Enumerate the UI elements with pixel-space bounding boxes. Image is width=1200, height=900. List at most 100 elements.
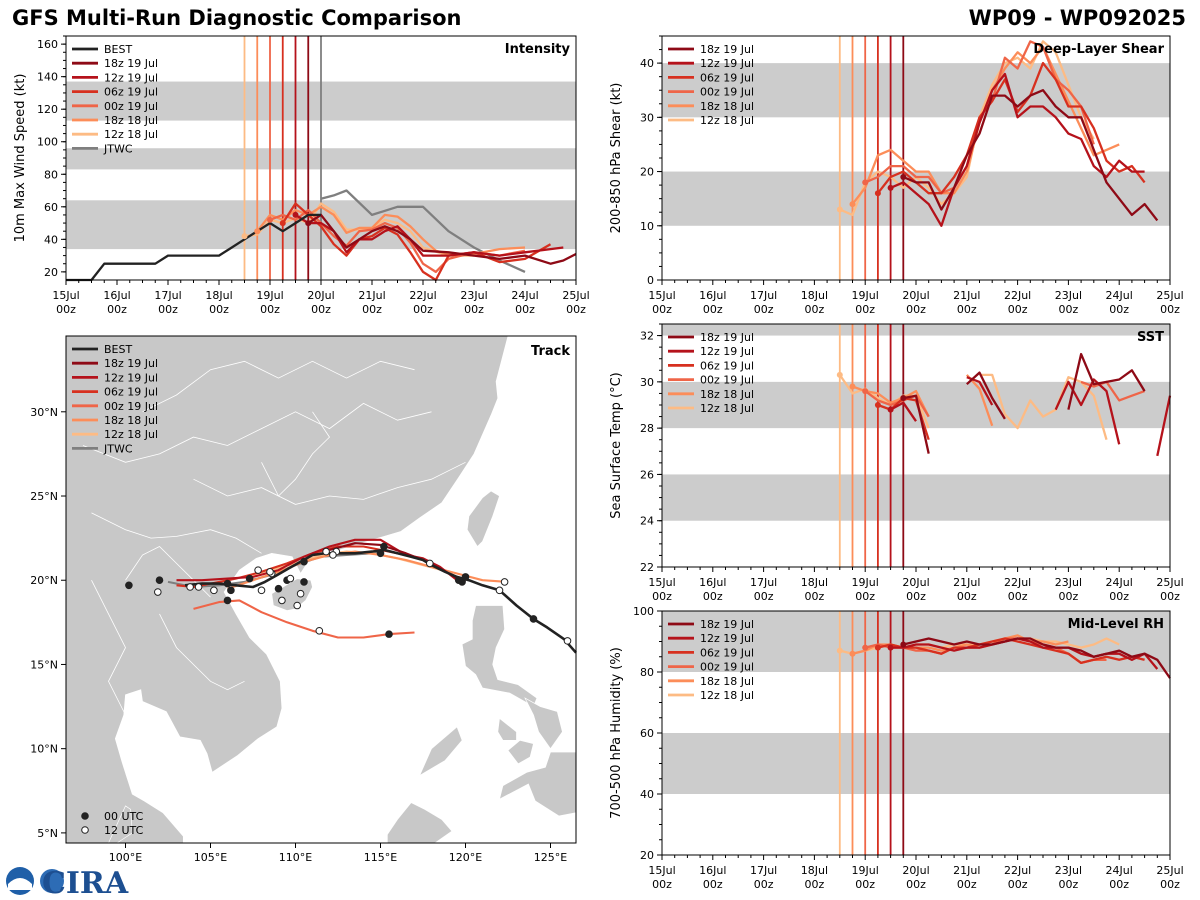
panel-title: Track xyxy=(531,344,570,359)
series-line xyxy=(979,373,1108,441)
legend-label: JTWC xyxy=(103,142,133,155)
x-tick-label-date: 17Jul xyxy=(750,864,777,877)
x-tick-label-date: 16Jul xyxy=(103,289,130,302)
x-tick-label-hour: 00z xyxy=(652,878,672,891)
cira-wordmark: CIRA xyxy=(42,866,129,900)
province-border xyxy=(193,461,466,505)
legend-label: 18z 18 Jul xyxy=(700,388,754,401)
track-point-00utc xyxy=(274,584,283,593)
legend-label: 06z 19 Jul xyxy=(104,386,158,399)
province-border xyxy=(142,360,415,413)
panel-title: Deep-Layer Shear xyxy=(1033,42,1164,57)
series-start-point xyxy=(849,650,856,657)
x-tick-label: 110°E xyxy=(279,851,312,864)
series-start-point xyxy=(874,190,881,197)
series-line xyxy=(256,205,526,256)
x-tick-label-hour: 00z xyxy=(1109,590,1129,603)
x-tick-label-hour: 00z xyxy=(1059,303,1079,316)
series-start-point xyxy=(849,383,856,390)
x-tick-label-hour: 00z xyxy=(805,878,825,891)
track-point-12utc xyxy=(286,574,295,583)
track-point-00utc xyxy=(300,578,308,586)
x-tick-label-date: 20Jul xyxy=(307,289,334,302)
series-line xyxy=(1054,378,1121,445)
legend-label: 06z 19 Jul xyxy=(700,359,754,372)
y-tick-label: 20 xyxy=(640,849,654,862)
x-tick-label-date: 22Jul xyxy=(409,289,436,302)
x-tick-label-date: 23Jul xyxy=(1055,289,1082,302)
axes-frame xyxy=(65,335,577,844)
series-start-point xyxy=(887,184,894,191)
track-point-12utc xyxy=(210,586,218,595)
x-tick-label-hour: 00z xyxy=(652,590,672,603)
x-tick-label-hour: 00z xyxy=(754,590,774,603)
x-tick-label-date: 23Jul xyxy=(1055,576,1082,589)
legend-label: 18z 19 Jul xyxy=(700,618,754,631)
x-tick-label: 125°E xyxy=(534,851,567,864)
x-tick-label-hour: 00z xyxy=(957,878,977,891)
legend-label: 12z 18 Jul xyxy=(700,689,754,702)
x-tick-label-date: 18Jul xyxy=(801,864,828,877)
legend-marker-00utc xyxy=(81,812,89,820)
threshold-band xyxy=(662,63,1170,118)
series-line xyxy=(966,371,1006,420)
x-tick-label-hour: 00z xyxy=(1059,590,1079,603)
x-tick-label-hour: 00z xyxy=(855,303,875,316)
y-tick-label: 25°N xyxy=(30,490,58,503)
x-tick-label-date: 25Jul xyxy=(562,289,589,302)
legend-label: 18z 18 Jul xyxy=(700,675,754,688)
x-tick-label-hour: 00z xyxy=(1160,878,1180,891)
track-point-00utc xyxy=(227,586,235,595)
land-mass xyxy=(524,697,563,750)
y-tick-label: 120 xyxy=(37,103,58,116)
land-mass xyxy=(65,335,509,844)
series-line xyxy=(307,213,577,265)
shear-panel: 01020304015Jul00z16Jul00z17Jul00z18Jul00… xyxy=(609,35,1184,316)
x-tick-label-date: 19Jul xyxy=(852,864,879,877)
legend-label: 18z 19 Jul xyxy=(700,43,754,56)
legend-label: 18z 19 Jul xyxy=(104,57,158,70)
track-point-12utc xyxy=(266,568,274,576)
land-mass xyxy=(418,726,463,777)
track-point-12utc xyxy=(154,588,162,596)
legend-label: 18z 18 Jul xyxy=(104,414,158,427)
series-start-point xyxy=(887,644,894,651)
land-mass xyxy=(466,490,500,548)
series-start-point xyxy=(862,388,869,395)
y-tick-label: 30 xyxy=(640,376,654,389)
legend-label: 12z 19 Jul xyxy=(104,371,158,384)
legend-label: 12z 19 Jul xyxy=(700,345,754,358)
x-tick-label-hour: 00z xyxy=(1059,878,1079,891)
x-tick-label-hour: 00z xyxy=(107,303,127,316)
x-tick-label-date: 24Jul xyxy=(511,289,538,302)
province-border xyxy=(91,512,262,554)
legend-label: 12z 18 Jul xyxy=(700,114,754,127)
rh-panel: 2040608010015Jul00z16Jul00z17Jul00z18Jul… xyxy=(609,605,1184,891)
track-point-00utc xyxy=(155,576,164,585)
legend-label: 06z 19 Jul xyxy=(104,86,158,99)
x-tick-label-hour: 00z xyxy=(703,878,723,891)
x-tick-label-date: 16Jul xyxy=(699,576,726,589)
marker-legend-label: 00 UTC xyxy=(104,810,144,823)
x-tick-label-date: 20Jul xyxy=(902,576,929,589)
x-tick-label-hour: 00z xyxy=(209,303,229,316)
x-tick-label-hour: 00z xyxy=(805,303,825,316)
globe-icon xyxy=(40,869,64,893)
y-axis-label: 200-850 hPa Shear (kt) xyxy=(609,83,624,234)
marker-legend-label: 12 UTC xyxy=(104,824,144,837)
y-tick-label: 5°N xyxy=(37,827,58,840)
track-point-12utc xyxy=(257,586,266,595)
track-point-00utc xyxy=(461,573,470,581)
x-tick-label-date: 16Jul xyxy=(699,864,726,877)
x-tick-label: 100°E xyxy=(109,851,142,864)
track-point-12utc xyxy=(500,578,509,586)
y-tick-label: 10°N xyxy=(30,743,58,756)
series-start-point xyxy=(900,641,907,648)
series-line xyxy=(902,89,1159,222)
series-start-point xyxy=(874,644,881,651)
legend-label: 00z 19 Jul xyxy=(700,661,754,674)
x-tick-label-date: 20Jul xyxy=(902,864,929,877)
cira-logo: CIRA xyxy=(6,866,129,900)
series-start-point xyxy=(305,220,312,227)
track-point-12utc xyxy=(315,626,324,635)
